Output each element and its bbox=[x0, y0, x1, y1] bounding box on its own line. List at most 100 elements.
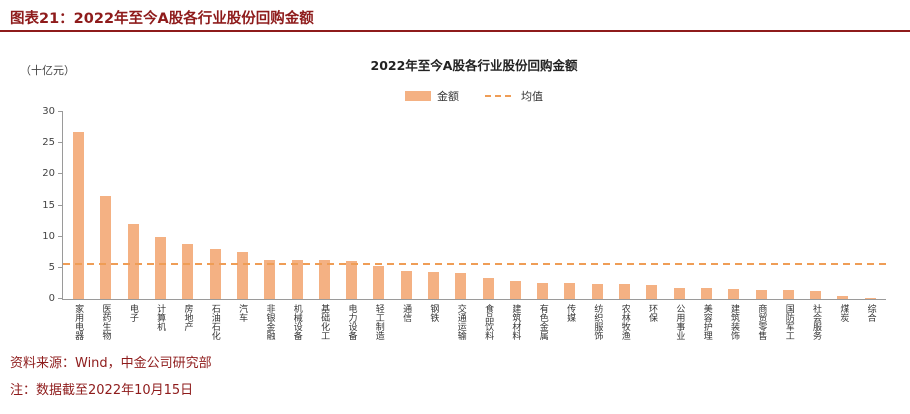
data-cutoff-note: 注：数据截至2022年10月15日 bbox=[10, 383, 194, 398]
bar-slot bbox=[556, 112, 583, 299]
x-axis-label: 交通运输 bbox=[455, 304, 466, 340]
x-axis-label: 综合 bbox=[865, 304, 876, 322]
x-axis-label: 基础化工 bbox=[319, 304, 330, 340]
y-axis-tick-label: 0 bbox=[48, 293, 55, 304]
x-axis-label: 公用事业 bbox=[674, 304, 685, 340]
x-axis-label: 机械设备 bbox=[291, 304, 302, 340]
bar-slot bbox=[420, 112, 447, 299]
bar-轻工制造 bbox=[373, 265, 385, 299]
bar-电子 bbox=[127, 223, 139, 299]
x-axis-label: 石油石化 bbox=[209, 304, 220, 340]
bar-slot bbox=[829, 112, 856, 299]
bar-slot bbox=[338, 112, 365, 299]
bar-美容护理 bbox=[700, 288, 712, 299]
x-axis-label: 农林牧渔 bbox=[619, 304, 630, 340]
x-axis-label: 通信 bbox=[401, 304, 412, 322]
x-axis-label: 钢铁 bbox=[428, 304, 439, 322]
bar-环保 bbox=[646, 284, 658, 299]
bar-slot bbox=[393, 112, 420, 299]
bar-slot bbox=[120, 112, 147, 299]
x-axis-label: 建筑装饰 bbox=[729, 304, 740, 340]
bar-食品饮料 bbox=[482, 278, 494, 299]
bar-基础化工 bbox=[318, 260, 330, 299]
bar-交通运输 bbox=[455, 272, 467, 299]
bar-建筑装饰 bbox=[728, 289, 740, 299]
bar-房地产 bbox=[182, 244, 194, 299]
y-axis-tick-label: 25 bbox=[42, 137, 55, 149]
bar-计算机 bbox=[155, 236, 167, 299]
bars-row bbox=[63, 112, 886, 299]
x-axis-label: 轻工制造 bbox=[373, 304, 384, 340]
bar-医药生物 bbox=[100, 196, 112, 299]
x-axis-label: 食品饮料 bbox=[483, 304, 494, 340]
dashed-line-swatch-icon bbox=[485, 95, 515, 97]
bar-slot bbox=[693, 112, 720, 299]
x-axis-label: 纺织服饰 bbox=[592, 304, 603, 340]
bar-综合 bbox=[864, 297, 876, 299]
x-axis-label: 房地产 bbox=[182, 304, 193, 331]
bar-纺织服饰 bbox=[591, 284, 603, 299]
y-axis-tick-label: 5 bbox=[48, 261, 55, 273]
x-axis-label: 建筑材料 bbox=[510, 304, 521, 340]
bar-家用电器 bbox=[73, 131, 85, 299]
x-axis-label: 传媒 bbox=[565, 304, 576, 322]
y-axis-tick-mark bbox=[58, 142, 63, 144]
chart-title: 2022年至今A股各行业股份回购金额 bbox=[370, 58, 578, 73]
bar-slot bbox=[311, 112, 338, 299]
x-axis-label: 商贸零售 bbox=[756, 304, 767, 340]
bar-电力设备 bbox=[346, 260, 358, 299]
bar-钢铁 bbox=[428, 271, 439, 299]
bar-机械设备 bbox=[291, 259, 303, 299]
bar-石油石化 bbox=[209, 249, 221, 299]
x-axis-label: 环保 bbox=[647, 304, 658, 322]
figure-caption: 图表21：2022年至今A股各行业股份回购金额 bbox=[10, 11, 314, 27]
legend-item-mean: 均值 bbox=[485, 88, 543, 104]
bar-slot bbox=[256, 112, 283, 299]
chart-legend: 金额 均值 bbox=[62, 88, 886, 104]
y-axis-tick-label: 10 bbox=[42, 230, 55, 242]
x-axis-label: 医药生物 bbox=[100, 304, 111, 340]
bar-slot bbox=[201, 112, 228, 299]
x-axis-label: 家用电器 bbox=[73, 304, 84, 340]
bar-slot bbox=[92, 112, 119, 299]
plot-area-wrapper: 0 5 10 15 20 25 30 家用电器 医药生物 电子 计算机 房地产 石油石化 汽车 非银金融 机… bbox=[42, 106, 890, 340]
bar-公用事业 bbox=[673, 287, 685, 299]
y-axis-tick-mark bbox=[58, 266, 63, 268]
header-divider bbox=[0, 30, 910, 32]
bar-社会服务 bbox=[810, 290, 822, 299]
bar-slot bbox=[747, 112, 774, 299]
bar-slot bbox=[65, 112, 92, 299]
legend-label-mean: 均值 bbox=[521, 90, 543, 103]
bar-swatch-icon bbox=[405, 91, 431, 101]
bar-slot bbox=[529, 112, 556, 299]
bar-slot bbox=[584, 112, 611, 299]
bar-slot bbox=[502, 112, 529, 299]
bar-slot bbox=[447, 112, 474, 299]
legend-label-amount: 金额 bbox=[437, 90, 459, 103]
y-axis-tick-mark bbox=[58, 111, 63, 112]
bar-煤炭 bbox=[837, 295, 849, 299]
source-note: 资料来源：Wind，中金公司研究部 bbox=[10, 356, 212, 371]
bar-农林牧渔 bbox=[619, 284, 631, 299]
x-axis-label: 国防军工 bbox=[783, 304, 794, 340]
bar-slot bbox=[775, 112, 802, 299]
x-axis-label: 电子 bbox=[127, 304, 138, 322]
bar-slot bbox=[666, 112, 693, 299]
y-axis-tick-mark bbox=[58, 298, 63, 299]
x-axis-label: 电力设备 bbox=[346, 304, 357, 340]
y-axis-tick-label: 15 bbox=[42, 199, 55, 211]
bar-slot bbox=[474, 112, 501, 299]
x-axis-label: 煤炭 bbox=[838, 304, 849, 322]
bar-汽车 bbox=[236, 252, 248, 299]
bar-slot bbox=[365, 112, 392, 299]
bar-slot bbox=[174, 112, 201, 299]
bar-传媒 bbox=[564, 283, 576, 299]
bar-slot bbox=[611, 112, 638, 299]
bar-非银金融 bbox=[264, 259, 276, 299]
bar-有色金属 bbox=[537, 282, 549, 299]
y-axis-tick-label: 20 bbox=[42, 168, 55, 180]
x-axis-label: 计算机 bbox=[155, 304, 166, 331]
y-axis-tick-label: 30 bbox=[42, 106, 55, 117]
bar-建筑材料 bbox=[509, 280, 521, 299]
